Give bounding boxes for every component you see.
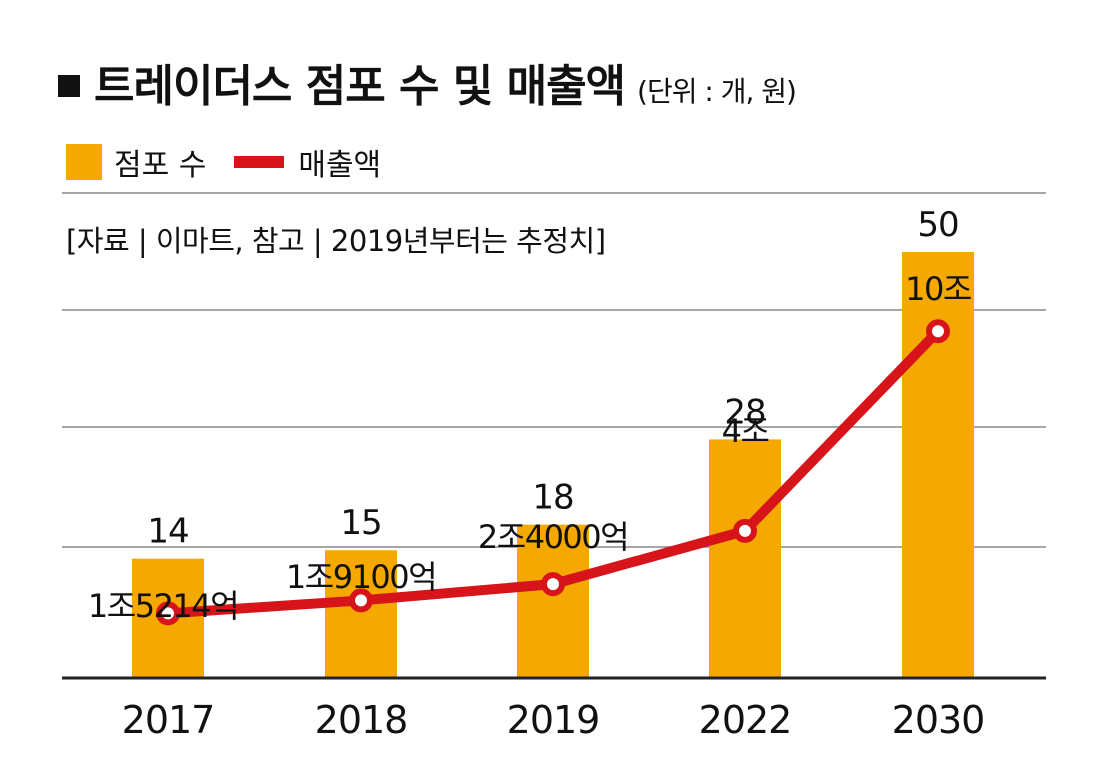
legend-bar-label: 점포 수 <box>114 148 207 183</box>
bar-series <box>132 252 974 678</box>
sales-value-label: 1조5214억 <box>88 587 238 625</box>
bar-value-label: 14 <box>147 512 188 552</box>
sales-marker-2019 <box>541 572 565 597</box>
title-bullet-icon <box>58 75 80 97</box>
bar-value-label: 15 <box>340 503 381 543</box>
source-note: [자료 | 이마트, 참고 | 2019년부터는 추정치] <box>66 224 606 258</box>
sales-marker-2030 <box>926 319 950 344</box>
unit-note: (단위 : 개, 원) <box>637 75 797 108</box>
x-tick-label: 2017 <box>122 698 215 742</box>
bar-2018 <box>325 550 397 678</box>
data-labels: 14 15 18 28 50 1조5214억 1조9100억 2조4000억 4조 10조 <box>88 205 972 625</box>
x-tick-label: 2022 <box>699 698 792 742</box>
sales-value-label: 10조 <box>905 270 971 308</box>
sales-value-label: 2조4000억 <box>478 518 628 556</box>
x-tick-label: 2030 <box>892 698 985 742</box>
bar-value-label: 50 <box>917 205 958 245</box>
x-axis: 2017 2018 2019 2022 2030 <box>62 676 1046 742</box>
x-tick-label: 2019 <box>507 698 600 742</box>
sales-marker-2017 <box>156 601 180 626</box>
x-tick-label: 2018 <box>315 698 408 742</box>
bar-value-label: 18 <box>532 478 573 518</box>
legend-line-swatch <box>234 156 285 168</box>
legend-bar-swatch <box>66 144 102 180</box>
sales-value-label: 4조 <box>722 412 769 450</box>
bar-2019 <box>517 524 589 678</box>
line-series <box>156 319 950 626</box>
title-block: 트레이더스 점포 수 및 매출액 (단위 : 개, 원) <box>58 50 797 114</box>
legend: 점포 수 매출액 <box>66 140 381 184</box>
sales-value-label: 1조9100억 <box>286 558 436 596</box>
chart-title: 트레이더스 점포 수 및 매출액 <box>94 61 626 112</box>
sales-marker-2018 <box>349 588 373 613</box>
bar-value-label: 28 <box>724 392 765 432</box>
sales-marker-2022 <box>733 518 757 543</box>
bar-2022 <box>709 439 781 678</box>
legend-line-label: 매출액 <box>298 148 382 183</box>
bar-2030 <box>902 252 974 678</box>
